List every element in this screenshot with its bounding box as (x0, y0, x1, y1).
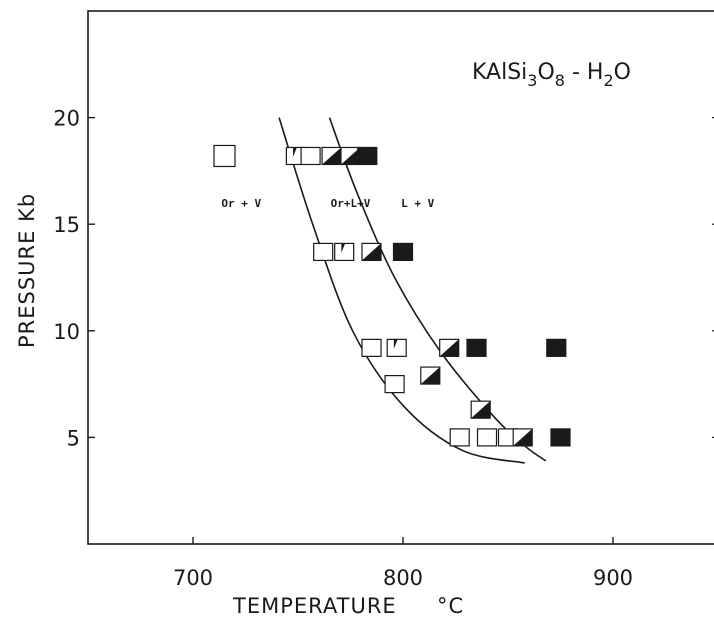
data-point-filled (392, 242, 414, 262)
field-label: Or + V (221, 197, 261, 210)
y-tick-label: 10 (53, 320, 80, 344)
data-point-open (476, 428, 498, 447)
data-point-half (420, 366, 441, 385)
data-point-partial (334, 242, 355, 262)
data-point-half (361, 242, 382, 262)
plot-frame (87, 10, 714, 545)
field-labels: Or + V Or+L+V L + V (221, 197, 434, 210)
data-point-filled (550, 428, 571, 447)
data-point-filled (546, 338, 567, 357)
y-tick-label: 20 (53, 107, 80, 131)
phase-boundary-curves (278, 117, 547, 464)
data-point-half (340, 146, 361, 166)
data-point-open (449, 428, 470, 447)
x-tick-label: 700 (173, 566, 213, 590)
system-title: KAlSi3O8 - H2O (472, 60, 631, 90)
x-tick-label: 900 (593, 566, 633, 590)
data-point-half (512, 428, 533, 447)
y-tick-label: 15 (53, 213, 80, 237)
data-point-half (321, 146, 342, 166)
data-point-filled (357, 146, 378, 166)
data-point-open (300, 146, 321, 166)
data-point-open (213, 144, 236, 168)
axis-ticks: 700 800 900 5 10 15 20 (53, 107, 714, 590)
data-point-half (439, 338, 460, 357)
data-point-open (384, 375, 405, 394)
field-label: Or+L+V (331, 197, 371, 210)
data-point-open (313, 242, 334, 262)
x-tick-label: 800 (383, 566, 423, 590)
liquidus-curve (328, 117, 547, 462)
experiment-points (213, 144, 571, 447)
data-point-half (470, 400, 491, 419)
data-point-partial (386, 338, 407, 357)
x-axis-unit: °C (437, 594, 464, 618)
y-axis-title: PRESSURE Kb (15, 193, 39, 348)
data-point-filled (466, 338, 487, 357)
x-axis-title: TEMPERATURE (232, 594, 397, 618)
y-tick-label: 5 (67, 426, 80, 450)
data-point-open (361, 338, 382, 357)
field-label: L + V (401, 197, 434, 210)
